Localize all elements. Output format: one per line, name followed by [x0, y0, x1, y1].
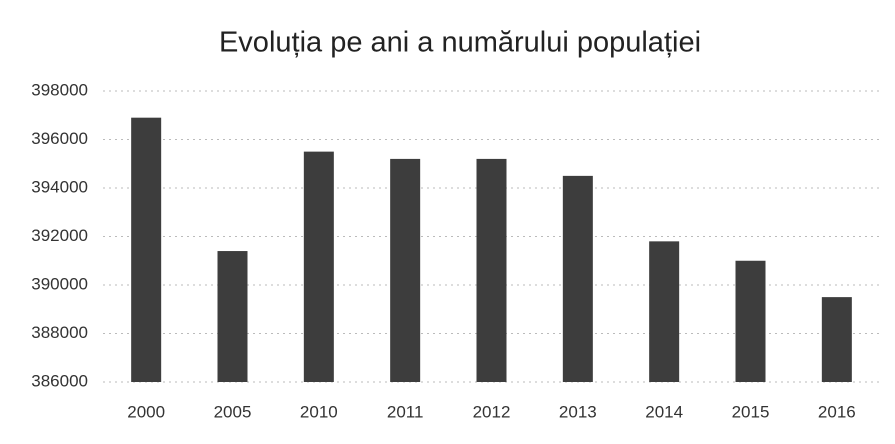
bar: [562, 175, 593, 382]
chart-title: Evoluția pe ani a numărului populației: [219, 27, 701, 59]
x-tick-label: 2016: [818, 402, 856, 421]
bar: [476, 158, 507, 382]
y-tick-label: 398000: [31, 80, 88, 99]
x-tick-label: 2015: [732, 402, 770, 421]
bar: [735, 260, 766, 382]
x-tick-label: 2011: [387, 402, 424, 421]
x-tick-label: 2012: [473, 402, 511, 421]
bar: [303, 151, 334, 382]
y-tick-label: 388000: [31, 323, 88, 342]
y-tick-label: 386000: [31, 371, 88, 390]
bar: [217, 251, 248, 382]
y-tick-label: 390000: [31, 274, 88, 293]
bar: [821, 297, 852, 382]
x-tick-label: 2013: [559, 402, 597, 421]
bar: [390, 158, 421, 382]
x-tick-label: 2014: [645, 402, 683, 421]
bar: [649, 241, 680, 382]
x-tick-label: 2010: [300, 402, 338, 421]
y-tick-label: 394000: [31, 177, 88, 196]
y-tick-label: 392000: [31, 226, 88, 245]
bar: [131, 117, 162, 383]
x-tick-label: 2005: [214, 402, 252, 421]
x-tick-label: 2000: [127, 402, 165, 421]
y-tick-label: 396000: [31, 129, 88, 148]
